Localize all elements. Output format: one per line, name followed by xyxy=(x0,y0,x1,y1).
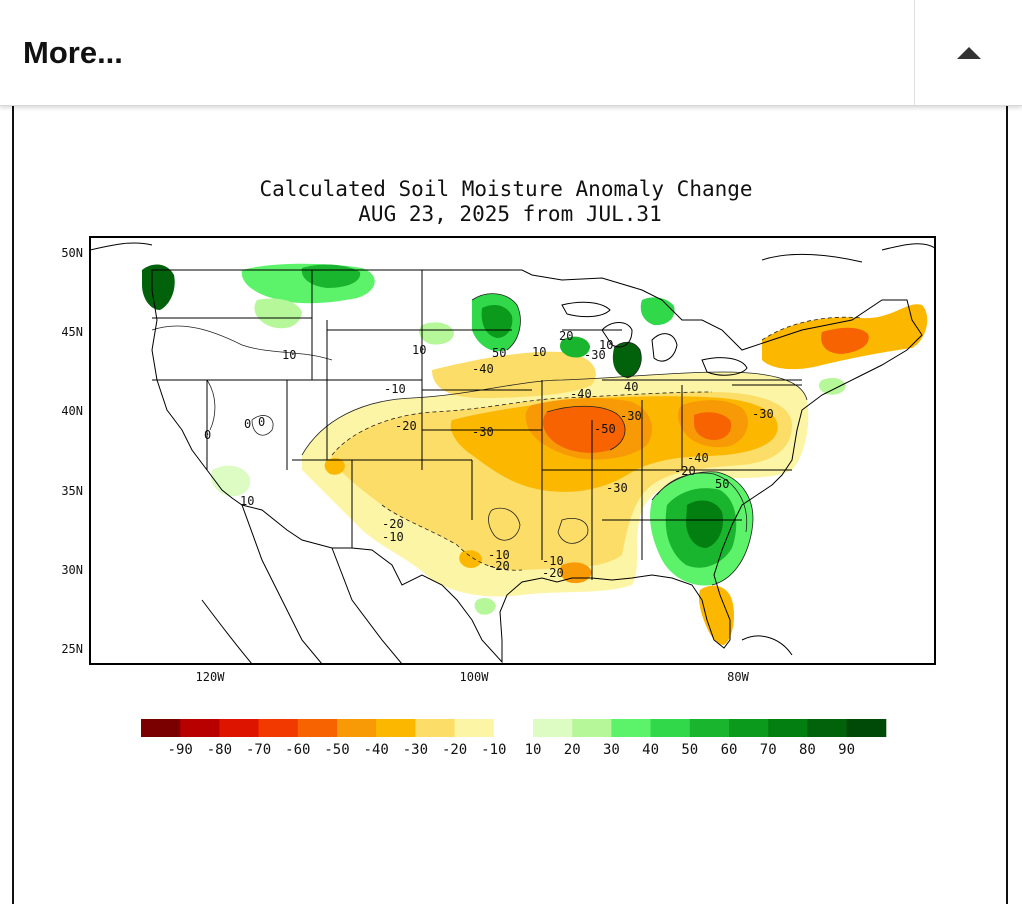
legend-label: -70 xyxy=(246,742,271,758)
contour-label: -20 xyxy=(382,517,404,531)
legend-label: 20 xyxy=(564,742,581,758)
map-title-line1: Calculated Soil Moisture Anomaly Change xyxy=(259,177,752,201)
legend-swatch xyxy=(611,719,652,737)
legend-swatch xyxy=(768,719,808,737)
legend-label: -50 xyxy=(324,742,349,758)
legend-swatch xyxy=(846,719,887,737)
contour-label: 20 xyxy=(559,329,573,343)
top-bar: More... xyxy=(0,0,1022,106)
map-frame: Calculated Soil Moisture Anomaly Change … xyxy=(12,104,1008,904)
contour-label: -20 xyxy=(488,559,510,573)
lat-label-25n: 25N xyxy=(61,642,83,656)
map-border xyxy=(89,236,936,665)
contour-label: -10 xyxy=(384,382,406,396)
contour-label: -50 xyxy=(594,422,616,436)
contour-label: -20 xyxy=(542,566,564,580)
legend-swatch xyxy=(297,719,338,737)
anomaly-fields xyxy=(90,242,935,664)
legend-label: 10 xyxy=(525,742,542,758)
lat-label-50n: 50N xyxy=(61,246,83,260)
contour-label: -30 xyxy=(752,407,774,421)
contour-label: -10 xyxy=(542,554,564,568)
legend-label: 80 xyxy=(799,742,816,758)
contour-label: 10 xyxy=(240,494,254,508)
legend-label: 70 xyxy=(760,742,777,758)
contour-label: 10 xyxy=(412,343,426,357)
legend-label: -30 xyxy=(403,742,428,758)
contour-label: -10 xyxy=(488,548,510,562)
contour-label: -40 xyxy=(570,387,592,401)
legend-swatch xyxy=(141,719,181,737)
contour-label: -40 xyxy=(687,451,709,465)
legend-swatch xyxy=(729,719,769,737)
contour-label: 0 xyxy=(258,415,265,429)
lat-label-35n: 35N xyxy=(61,484,83,498)
contour-labels: 10 10 -10 -20 -30 -50 -30 -40 -30 -20 -4… xyxy=(204,329,774,580)
legend-swatch xyxy=(650,719,691,737)
color-legend: -90 -80 -70 -60 -50 -40 -30 -20 -10 10 20 30 40 50 60 7… xyxy=(141,719,887,758)
legend-label: 90 xyxy=(838,742,855,758)
legend-label: 50 xyxy=(681,742,698,758)
lon-label-120w: 120W xyxy=(196,670,226,684)
contour-label: 0 xyxy=(244,417,251,431)
contour-label: 50 xyxy=(715,477,729,491)
legend-swatch xyxy=(807,719,848,737)
contour-label: 10 xyxy=(532,345,546,359)
collapse-button[interactable] xyxy=(915,0,1022,105)
contour-label: -20 xyxy=(674,464,696,478)
legend-label: -40 xyxy=(364,742,389,758)
legend-swatch xyxy=(572,719,612,737)
legend-label: -10 xyxy=(481,742,506,758)
legend-swatch xyxy=(533,719,573,737)
contour-label: -30 xyxy=(584,348,606,362)
contour-label: 40 xyxy=(624,380,638,394)
more-title[interactable]: More... xyxy=(23,35,123,70)
contour-label: -30 xyxy=(472,425,494,439)
legend-swatch xyxy=(454,719,495,737)
lat-label-30n: 30N xyxy=(61,563,83,577)
contour-label: -20 xyxy=(395,419,417,433)
legend-swatch xyxy=(376,719,416,737)
contour-label: 0 xyxy=(204,428,211,442)
legend-swatch xyxy=(689,719,730,737)
legend-label: -60 xyxy=(285,742,310,758)
legend-label: 30 xyxy=(603,742,620,758)
lon-label-80w: 80W xyxy=(727,670,749,684)
legend-label: -20 xyxy=(442,742,467,758)
legend-label: -90 xyxy=(168,742,193,758)
caret-up-icon xyxy=(956,46,981,59)
legend-swatch xyxy=(258,719,299,737)
lon-label-100w: 100W xyxy=(460,670,490,684)
contour-label: 50 xyxy=(492,346,506,360)
contour-label: 10 xyxy=(599,338,613,352)
legend-label: 40 xyxy=(642,742,659,758)
legend-swatch xyxy=(493,719,534,737)
legend-swatch xyxy=(337,719,377,737)
legend-label: -80 xyxy=(207,742,232,758)
contour-label: -40 xyxy=(472,362,494,376)
contour-label: 10 xyxy=(282,348,296,362)
map-title-line2: AUG 23, 2025 from JUL.31 xyxy=(358,202,661,226)
lat-label-40n: 40N xyxy=(61,404,83,418)
legend-label: 60 xyxy=(721,742,738,758)
header-divider xyxy=(914,0,915,105)
soil-moisture-map: Calculated Soil Moisture Anomaly Change … xyxy=(61,177,936,758)
legend-swatch xyxy=(415,719,456,737)
legend-swatch xyxy=(219,719,260,737)
legend-swatch xyxy=(180,719,220,737)
contour-label: -30 xyxy=(606,481,628,495)
contour-label: -30 xyxy=(620,409,642,423)
contour-label: -10 xyxy=(382,530,404,544)
lat-label-45n: 45N xyxy=(61,325,83,339)
